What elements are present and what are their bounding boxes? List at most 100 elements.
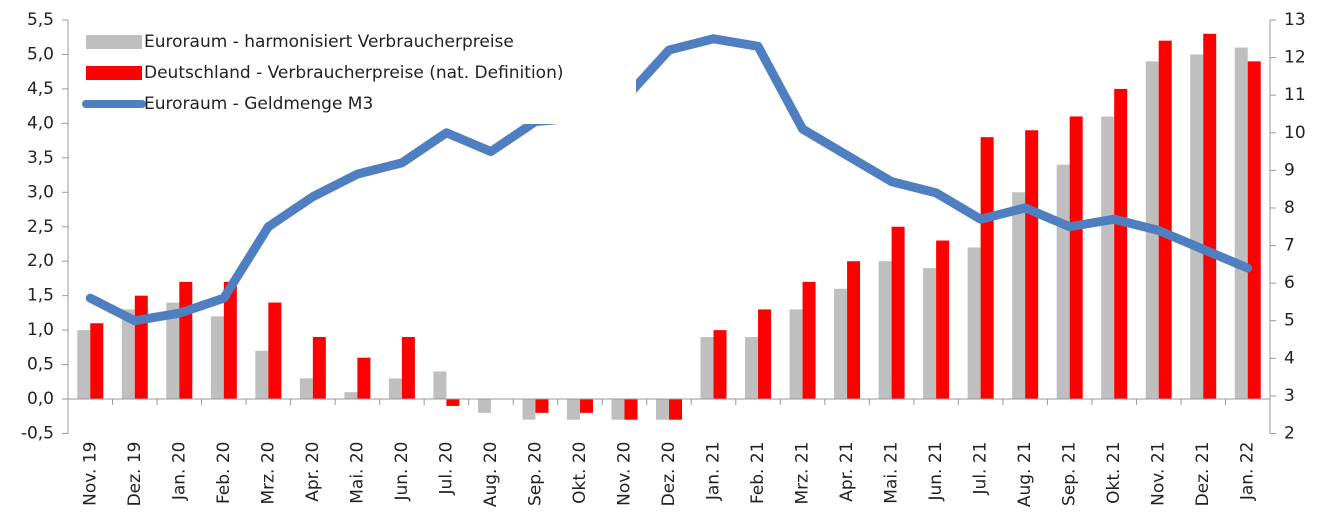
bar	[1158, 40, 1172, 400]
x-tick-label: Dez. 19	[125, 442, 145, 507]
y2-tick-label: 6	[1284, 273, 1295, 293]
x-tick-label: Mrz. 21	[793, 442, 813, 505]
y-tick-label: 2,5	[27, 217, 54, 237]
x-tick-label: Mai. 21	[882, 442, 902, 504]
x-tick-label: Sep. 20	[525, 442, 545, 506]
bar	[477, 399, 491, 413]
x-tick-label: Okt. 21	[1104, 442, 1124, 504]
y-tick-label: 2,0	[27, 251, 54, 271]
bar	[535, 399, 549, 413]
bar	[980, 137, 994, 400]
bar	[210, 316, 224, 400]
legend-label: Euroraum - Geldmenge M3	[144, 94, 373, 114]
bar	[713, 330, 727, 400]
bar	[579, 399, 593, 413]
legend-swatch	[86, 35, 142, 49]
bar	[656, 399, 669, 420]
x-tick-label: Apr. 20	[303, 442, 323, 502]
y-tick-label: 5,5	[27, 10, 54, 30]
bar	[1234, 47, 1248, 400]
bar	[312, 337, 326, 400]
line	[85, 34, 1253, 326]
y-tick-label: 3,0	[27, 182, 54, 202]
x-tick-label: Jul. 21	[971, 442, 991, 496]
bar	[1247, 61, 1261, 400]
x-tick-label: Nov. 21	[1149, 442, 1169, 506]
bar	[566, 399, 580, 420]
bar	[834, 288, 848, 400]
bar	[923, 268, 937, 400]
bar	[1025, 130, 1039, 400]
legend: Euroraum - harmonisiert Verbraucherpreis…	[76, 26, 636, 124]
y-tick-label: 1,0	[27, 320, 54, 340]
bar	[669, 399, 682, 420]
bar	[522, 399, 536, 420]
y-tick-label: -0,5	[21, 424, 54, 444]
bar	[255, 350, 269, 400]
x-tick-label: Mrz. 20	[258, 442, 278, 505]
x-tick-label: Nov. 19	[80, 442, 100, 506]
bar	[121, 309, 135, 400]
x-tick-label: Dez. 20	[659, 442, 679, 507]
bar	[891, 226, 905, 400]
y2-tick-label: 2	[1284, 424, 1295, 444]
x-tick-label: Jan. 21	[704, 442, 724, 502]
x-tick-label: Dez. 21	[1193, 442, 1213, 507]
y2-tick-label: 4	[1284, 348, 1295, 368]
y-tick-label: 0,0	[27, 389, 54, 409]
bar	[611, 399, 625, 420]
y-tick-label: 1,5	[27, 286, 54, 306]
x-tick-label: Okt. 20	[570, 442, 590, 504]
bar	[700, 337, 714, 400]
bar	[357, 357, 371, 400]
legend-box	[76, 26, 636, 124]
x-tick-label: Feb. 21	[748, 442, 768, 505]
bar	[388, 378, 402, 400]
bar	[90, 323, 104, 400]
bar	[1069, 116, 1083, 400]
bar	[624, 399, 638, 420]
bar	[223, 281, 237, 400]
y2-tick-label: 10	[1284, 123, 1306, 143]
bar	[1190, 54, 1204, 400]
bar	[401, 337, 415, 400]
x-tick-label: Nov. 20	[614, 442, 634, 506]
bar	[433, 371, 447, 400]
y-tick-label: 0,5	[27, 355, 54, 375]
legend-label: Deutschland - Verbraucherpreise (nat. De…	[144, 63, 563, 83]
x-tick-label: Mai. 20	[347, 442, 367, 504]
bar	[268, 302, 282, 400]
bar	[1101, 116, 1115, 400]
bar	[758, 309, 772, 400]
bar	[446, 399, 460, 406]
bar	[1012, 192, 1026, 400]
y2-tick-label: 11	[1284, 85, 1306, 105]
x-tick-label: Jan. 20	[169, 442, 189, 502]
x-tick-label: Jan. 22	[1238, 442, 1258, 502]
bar	[134, 295, 148, 400]
y2-tick-label: 7	[1284, 236, 1295, 256]
bar	[847, 261, 861, 400]
bar	[789, 309, 803, 400]
bar	[745, 337, 759, 400]
y-tick-label: 4,5	[27, 79, 54, 99]
bar	[344, 392, 358, 400]
bar	[299, 378, 313, 400]
y2-tick-label: 8	[1284, 198, 1295, 218]
y-tick-label: 5,0	[27, 44, 54, 64]
bar	[967, 247, 981, 400]
bar	[166, 302, 180, 400]
x-tick-label: Sep. 21	[1060, 442, 1080, 506]
y2-tick-label: 12	[1284, 48, 1306, 68]
bar	[179, 281, 193, 400]
bar	[936, 240, 950, 400]
y-tick-label: 3,5	[27, 148, 54, 168]
legend-label: Euroraum - harmonisiert Verbraucherpreis…	[144, 32, 514, 52]
bar	[878, 261, 892, 400]
legend-swatch	[86, 66, 142, 80]
bar	[1056, 164, 1070, 400]
x-tick-label: Aug. 21	[1015, 442, 1035, 508]
y2-tick-label: 13	[1284, 10, 1306, 30]
x-tick-label: Feb. 20	[214, 442, 234, 505]
